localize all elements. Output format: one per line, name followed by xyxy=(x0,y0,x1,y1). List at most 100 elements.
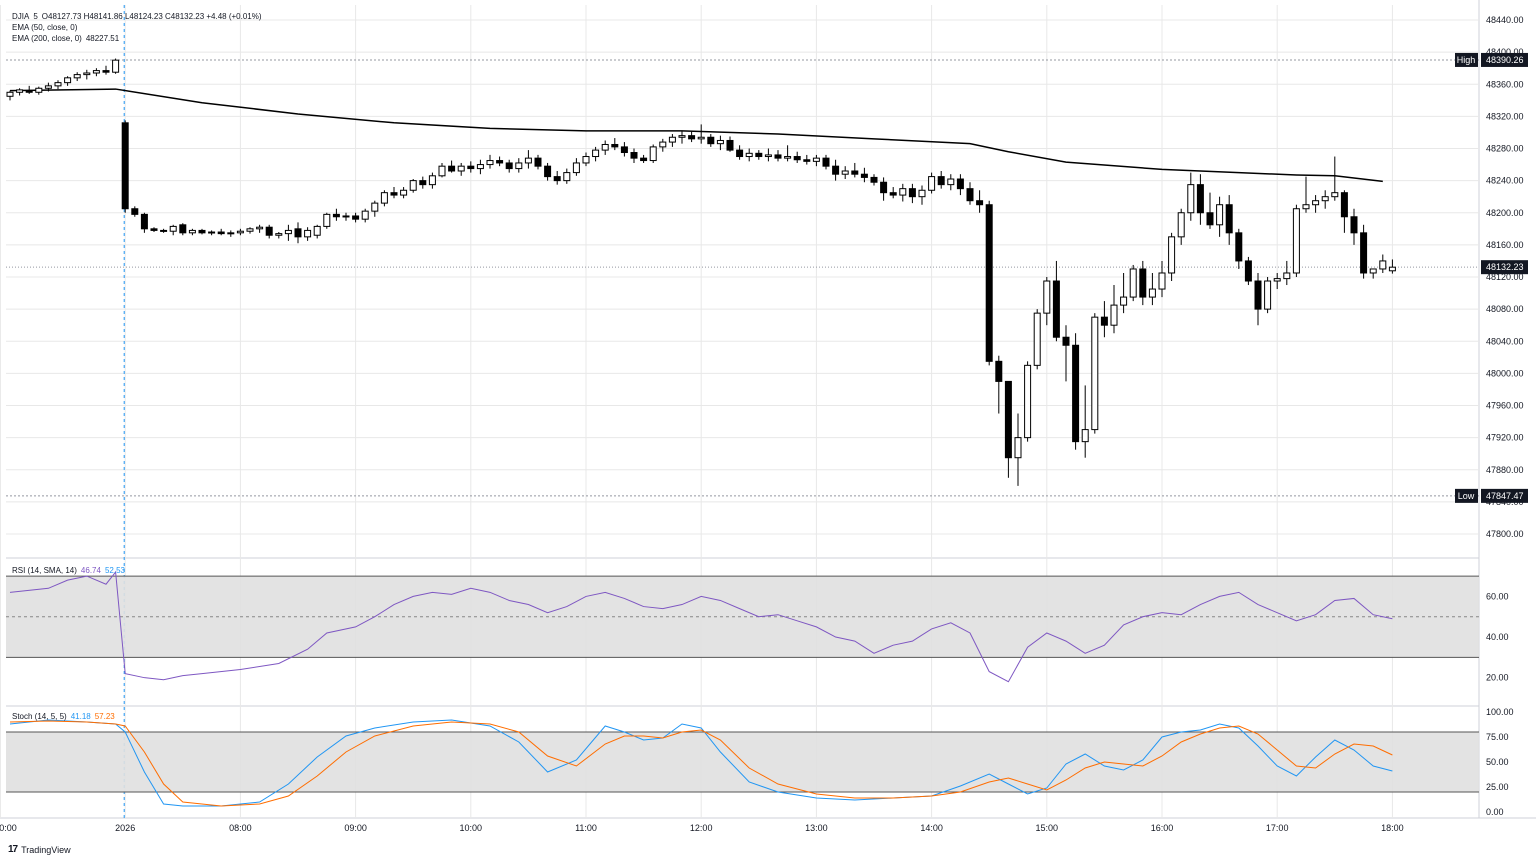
candle[interactable] xyxy=(1052,260,1060,342)
candle[interactable] xyxy=(524,150,532,169)
candle[interactable] xyxy=(1292,204,1300,277)
candle[interactable] xyxy=(1033,309,1041,370)
candle[interactable] xyxy=(592,146,600,162)
candle[interactable] xyxy=(140,212,148,233)
candle[interactable] xyxy=(1129,264,1137,302)
candle[interactable] xyxy=(198,228,206,235)
candle[interactable] xyxy=(265,224,273,239)
candle[interactable] xyxy=(505,159,513,173)
candle[interactable] xyxy=(1331,156,1339,201)
candle[interactable] xyxy=(169,224,177,236)
candle[interactable] xyxy=(1072,333,1080,450)
candle[interactable] xyxy=(1283,260,1291,286)
candle[interactable] xyxy=(832,159,840,181)
candle[interactable] xyxy=(678,130,686,144)
candle[interactable] xyxy=(73,72,81,82)
candle[interactable] xyxy=(1110,285,1118,334)
candle[interactable] xyxy=(726,136,734,152)
candle[interactable] xyxy=(860,167,868,183)
candle[interactable] xyxy=(697,124,705,144)
candle[interactable] xyxy=(54,80,62,90)
candle[interactable] xyxy=(313,224,321,239)
candles[interactable] xyxy=(6,58,1396,486)
time-axis[interactable]: 0:00 2026 08:00 09:00 10:00 11:00 12:00 13:00 14… xyxy=(0,823,1404,833)
candle[interactable] xyxy=(323,212,331,229)
candle[interactable] xyxy=(1081,385,1089,458)
candle[interactable] xyxy=(1302,176,1310,213)
candle[interactable] xyxy=(908,183,916,204)
candle[interactable] xyxy=(371,200,379,217)
candle[interactable] xyxy=(428,172,436,189)
candle[interactable] xyxy=(620,142,628,157)
candle[interactable] xyxy=(131,206,139,217)
tradingview-logo[interactable]: 17 TradingView xyxy=(8,844,71,855)
candle[interactable] xyxy=(227,230,235,237)
candle[interactable] xyxy=(390,187,398,199)
candle[interactable] xyxy=(1177,208,1185,245)
candle[interactable] xyxy=(83,69,91,80)
candle[interactable] xyxy=(476,159,484,175)
candle[interactable] xyxy=(409,179,417,193)
candle[interactable] xyxy=(764,148,772,162)
candle[interactable] xyxy=(563,168,571,184)
candle[interactable] xyxy=(35,86,43,95)
candle[interactable] xyxy=(1369,268,1377,279)
candle[interactable] xyxy=(44,82,52,92)
candle[interactable] xyxy=(1148,272,1156,306)
candle[interactable] xyxy=(179,223,187,236)
candle[interactable] xyxy=(448,160,456,173)
candle[interactable] xyxy=(822,154,830,170)
candle[interactable] xyxy=(6,90,14,101)
candle[interactable] xyxy=(803,154,811,165)
candle[interactable] xyxy=(1225,195,1233,245)
candle[interactable] xyxy=(572,158,580,176)
candle[interactable] xyxy=(553,170,561,185)
candle[interactable] xyxy=(16,88,24,96)
candle[interactable] xyxy=(688,130,696,143)
candle[interactable] xyxy=(64,76,72,86)
candle[interactable] xyxy=(304,227,312,241)
candle[interactable] xyxy=(755,150,763,160)
candle[interactable] xyxy=(956,174,964,196)
candle[interactable] xyxy=(745,148,753,162)
candle[interactable] xyxy=(1264,277,1272,314)
candle[interactable] xyxy=(649,144,657,163)
candle[interactable] xyxy=(928,172,936,194)
candle[interactable] xyxy=(1168,232,1176,282)
candle[interactable] xyxy=(121,120,129,213)
candle[interactable] xyxy=(217,228,225,236)
candle[interactable] xyxy=(947,174,955,191)
candle[interactable] xyxy=(630,148,638,163)
candle[interactable] xyxy=(1206,192,1214,229)
candle[interactable] xyxy=(92,68,100,77)
candle[interactable] xyxy=(160,228,168,233)
candle[interactable] xyxy=(1091,313,1099,434)
candle[interactable] xyxy=(246,227,254,234)
candle[interactable] xyxy=(1340,190,1348,233)
candle[interactable] xyxy=(102,65,110,75)
candle[interactable] xyxy=(611,138,619,151)
candle[interactable] xyxy=(1379,254,1387,273)
candle[interactable] xyxy=(1043,277,1051,326)
candle[interactable] xyxy=(851,162,859,178)
candle[interactable] xyxy=(294,222,302,244)
candle[interactable] xyxy=(582,152,590,167)
candle[interactable] xyxy=(976,190,984,213)
candle[interactable] xyxy=(515,158,523,173)
candle[interactable] xyxy=(457,162,465,176)
candle[interactable] xyxy=(1312,195,1320,213)
candle[interactable] xyxy=(1024,361,1032,442)
candle[interactable] xyxy=(1196,174,1204,225)
candle[interactable] xyxy=(1254,272,1262,326)
candle[interactable] xyxy=(870,174,878,186)
candle[interactable] xyxy=(889,187,897,199)
candle[interactable] xyxy=(1235,228,1243,269)
candle[interactable] xyxy=(112,58,120,74)
candle[interactable] xyxy=(995,355,1003,414)
candle[interactable] xyxy=(256,224,264,233)
candle[interactable] xyxy=(1158,260,1166,298)
price-axis[interactable]: 48440.00 48400.00 48360.00 48320.00 48280.00… xyxy=(1455,15,1528,539)
candle[interactable] xyxy=(544,162,552,181)
candle[interactable] xyxy=(784,145,792,162)
